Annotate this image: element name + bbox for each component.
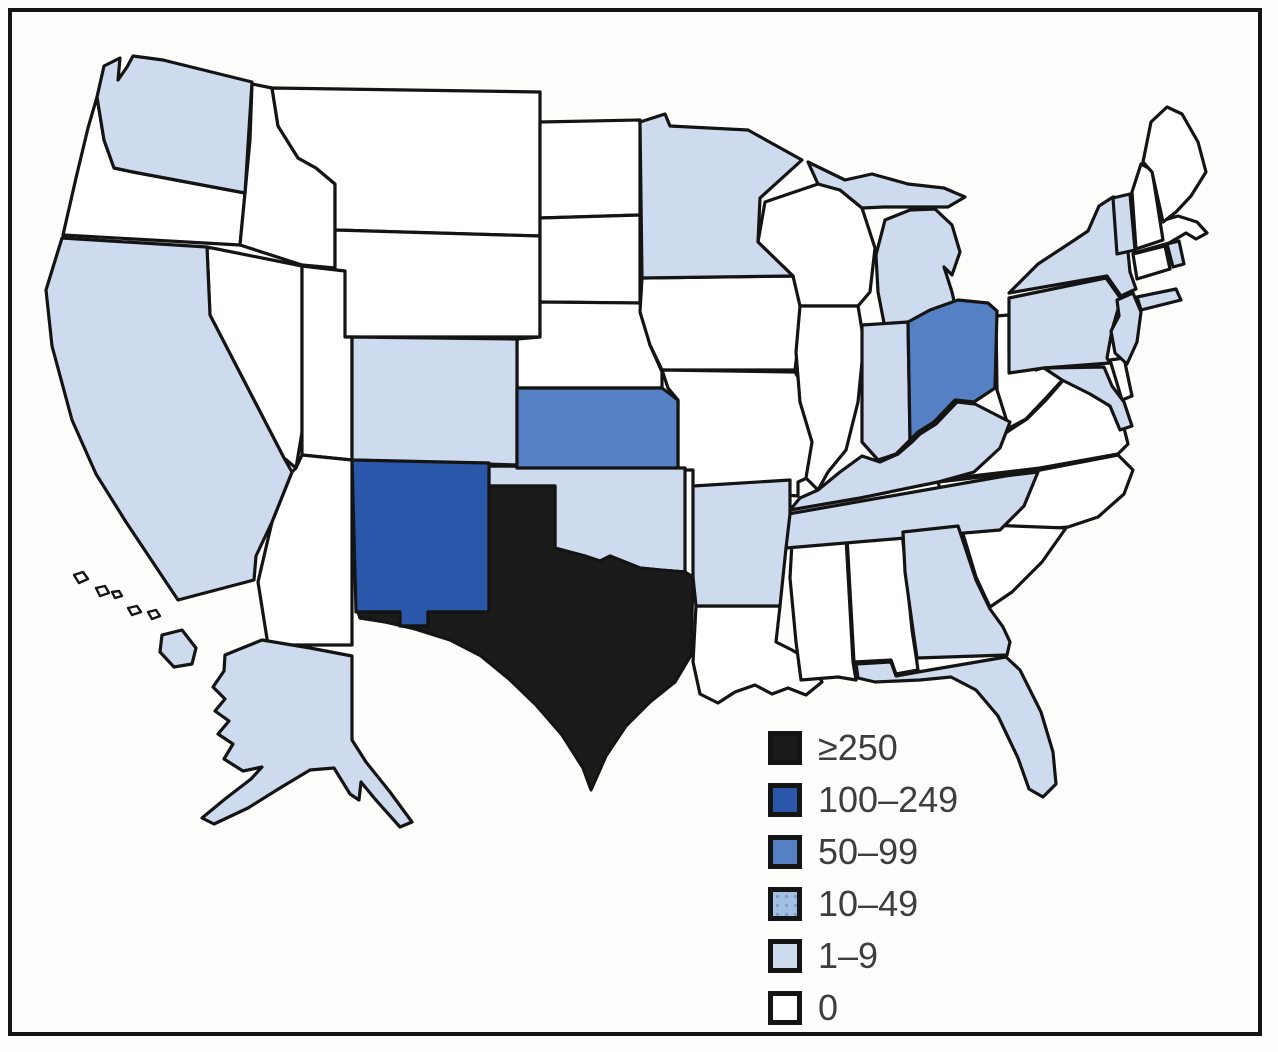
state-rhode-island [1165,239,1186,269]
state-kentucky [788,400,1012,512]
legend-label-ge250: ≥250 [818,727,898,768]
map-frame: ≥250 100–249 50–99 10–49 1–9 0 [8,8,1262,1036]
state-texas [356,484,695,792]
state-kansas [515,386,680,470]
legend: ≥250 100–249 50–99 10–49 1–9 0 [768,730,958,1026]
state-minnesota [638,112,804,280]
legend-label-10-49: 10–49 [818,883,919,924]
legend-label-50-99: 50–99 [818,831,919,872]
legend-label-100-249: 100–249 [818,779,959,820]
legend-item-0: 0 [768,990,958,1026]
state-michigan [806,160,967,330]
state-vermont [1111,192,1137,256]
legend-swatch-10-49 [768,887,802,921]
state-maine [1141,105,1208,224]
legend-item-10-49: 10–49 [768,886,958,922]
legend-item-ge250: ≥250 [768,730,958,766]
state-maryland [1042,365,1134,432]
legend-swatch-50-99 [768,835,802,869]
state-colorado [350,335,519,467]
state-washington [95,54,254,195]
state-mississippi [788,536,858,682]
state-indiana [860,320,912,462]
state-california [44,236,294,602]
state-pennsylvania [1007,276,1123,375]
state-louisiana [691,604,824,705]
legend-swatch-ge250 [768,731,802,765]
legend-label-0: 0 [818,987,839,1028]
state-new-jersey [1109,291,1143,366]
state-florida [854,655,1058,799]
hawaii-minor-island [146,608,162,621]
legend-item-1-9: 1–9 [768,938,958,974]
hawaii-minor-island [126,604,143,617]
state-hawaii [158,628,198,669]
legend-item-50-99: 50–99 [768,834,958,870]
legend-swatch-1-9 [768,939,802,973]
legend-label-1-9: 1–9 [818,935,879,976]
hawaii-minor-island [72,570,90,585]
state-ohio [906,298,999,442]
hawaii-minor-island [94,584,111,598]
state-alaska [200,638,414,829]
state-new-mexico [350,458,491,628]
legend-swatch-100-249 [768,783,802,817]
state-south-dakota [538,213,642,305]
legend-item-100-249: 100–249 [768,782,958,818]
state-north-dakota [538,118,642,220]
state-wyoming [333,228,542,339]
state-georgia [901,524,1012,660]
hawaii-minor-island [110,589,124,600]
state-arkansas [691,478,792,608]
state-utah [300,264,354,462]
legend-swatch-0 [768,991,802,1025]
state-iowa [638,274,808,372]
